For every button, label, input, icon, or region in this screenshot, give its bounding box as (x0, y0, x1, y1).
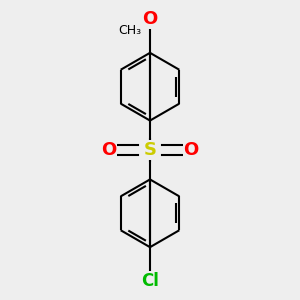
Text: O: O (101, 141, 116, 159)
Text: O: O (184, 141, 199, 159)
Text: Cl: Cl (141, 272, 159, 290)
Text: CH₃: CH₃ (118, 24, 141, 37)
Text: S: S (143, 141, 157, 159)
Text: O: O (142, 10, 158, 28)
